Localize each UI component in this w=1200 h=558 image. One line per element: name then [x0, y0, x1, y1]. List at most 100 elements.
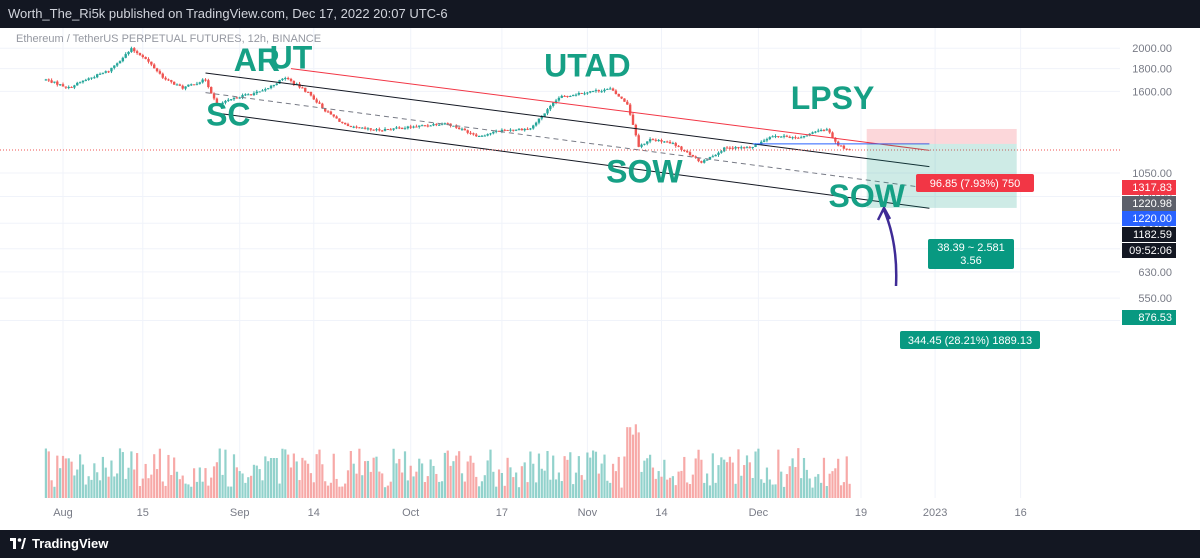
volume-bar — [671, 476, 674, 498]
volume-bar — [768, 479, 771, 498]
candle — [523, 128, 526, 132]
candle-body — [768, 137, 771, 140]
candle — [609, 86, 612, 90]
price-label-box — [1122, 196, 1176, 211]
candle-body — [717, 152, 720, 155]
candle — [386, 128, 390, 130]
target-label-box — [916, 174, 1034, 192]
candle-body — [688, 152, 692, 155]
candle — [797, 136, 800, 139]
candle — [392, 128, 395, 131]
candle-body — [269, 85, 273, 89]
candle-body — [620, 96, 623, 99]
candle — [463, 127, 467, 131]
volume-bar — [395, 463, 398, 498]
time-axis[interactable]: Aug 15 Sep 14 Oct 17 Nov 14 Dec 19 2023 16 — [53, 507, 1027, 519]
candle-body — [338, 118, 341, 122]
volume-bar — [626, 427, 629, 498]
candle-body — [409, 126, 412, 128]
chart-area[interactable]: Ethereum / TetherUS PERPETUAL FUTURES, 1… — [0, 8, 1200, 530]
candle-body — [446, 123, 449, 125]
candle — [161, 72, 164, 79]
candle — [400, 127, 404, 130]
candle-body — [73, 85, 76, 88]
candle-body — [412, 126, 415, 128]
volume-bar — [651, 467, 655, 498]
volume-bar — [90, 479, 93, 498]
volume-bar — [181, 475, 184, 498]
candle-body — [597, 90, 600, 92]
volume-bar — [478, 486, 481, 498]
volume-bar — [649, 454, 652, 498]
candle-body — [244, 94, 247, 96]
volume-bar — [309, 473, 313, 498]
candle — [212, 92, 216, 101]
candle-body — [50, 80, 53, 83]
candle-body — [566, 95, 569, 97]
candle — [768, 136, 771, 141]
volume-bar — [711, 453, 714, 498]
volume-bar — [717, 465, 720, 498]
candle-body — [648, 139, 652, 142]
candle — [782, 133, 786, 139]
candle — [512, 129, 515, 132]
candle — [694, 155, 697, 159]
candle-body — [514, 129, 518, 131]
volume-bar — [808, 478, 811, 498]
candle-body — [549, 105, 552, 110]
volume-bar — [506, 457, 509, 498]
price-tick: 550.00 — [1138, 293, 1172, 305]
candle-body — [814, 131, 817, 133]
volume-bar — [515, 472, 518, 498]
price-chart[interactable]: Ethereum / TetherUS PERPETUAL FUTURES, 1… — [0, 8, 1200, 530]
candle-body — [141, 55, 144, 57]
position-tool[interactable]: 96.85 (7.93%) 750 344.45 (28.21%) 1889.13… — [866, 128, 1040, 349]
candle — [124, 52, 127, 59]
candle-body — [600, 91, 603, 93]
candle — [517, 128, 521, 131]
volume-bar — [600, 463, 603, 498]
candle-body — [680, 146, 683, 150]
volume-bar — [463, 481, 466, 498]
candle — [560, 94, 563, 99]
price-axis[interactable]: 2400.002000.001800.001600.001050.00930.0… — [1132, 8, 1172, 328]
volume-bar — [723, 459, 726, 498]
candle-body — [221, 102, 224, 105]
candle — [637, 133, 640, 148]
candle — [828, 128, 831, 134]
candle — [289, 77, 293, 83]
candle — [534, 121, 538, 127]
candle — [104, 70, 107, 74]
volume-bar — [116, 473, 119, 498]
volume-bar — [244, 482, 247, 498]
volume-bar — [580, 475, 583, 498]
candle — [514, 129, 518, 132]
candle — [822, 129, 826, 132]
candle-body — [725, 147, 729, 149]
candle — [583, 91, 586, 96]
volume-bar — [221, 474, 224, 498]
candle-body — [774, 136, 777, 138]
volume-bar — [50, 480, 53, 498]
candle — [306, 91, 310, 94]
candle — [56, 80, 59, 87]
candle — [657, 139, 660, 142]
candle — [278, 79, 281, 85]
candle — [814, 131, 817, 134]
candle-body — [315, 99, 318, 103]
volume-bar — [292, 453, 295, 498]
candle-body — [161, 73, 164, 78]
candle — [543, 113, 546, 117]
candle-body — [811, 132, 814, 134]
candle — [597, 89, 600, 93]
volume-bar — [101, 456, 104, 498]
time-tick: 15 — [137, 507, 149, 519]
candle-body — [457, 127, 461, 129]
candle-body — [58, 84, 62, 86]
candle — [178, 83, 182, 87]
volume-bar — [620, 487, 623, 498]
volume-bar — [455, 455, 458, 498]
volume-bar — [543, 470, 546, 498]
volume-bar — [686, 482, 689, 498]
candle-body — [805, 135, 809, 137]
